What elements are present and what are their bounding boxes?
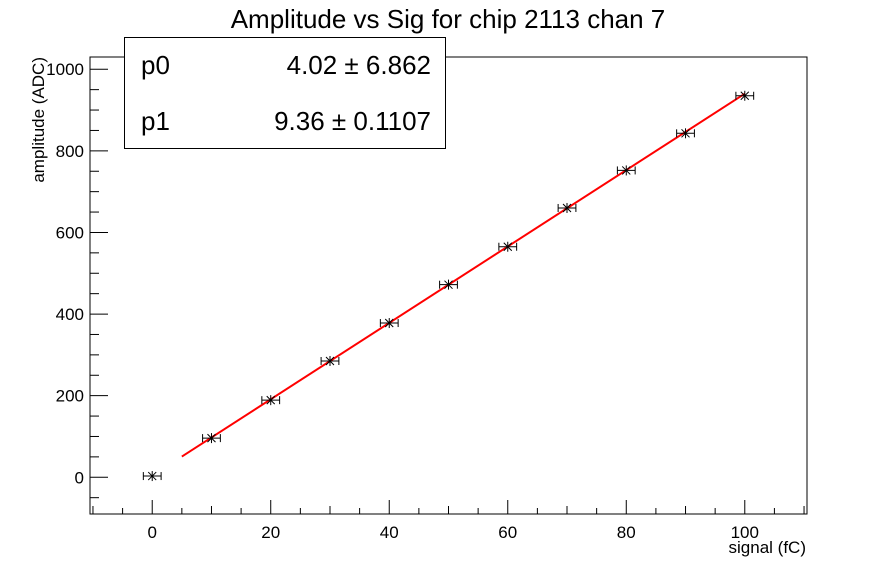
y-axis-label: amplitude (ADC) xyxy=(29,57,48,183)
data-point xyxy=(142,471,162,482)
data-point xyxy=(439,279,458,290)
x-axis-label: signal (fC) xyxy=(729,538,806,557)
y-tick-label: 400 xyxy=(56,305,84,324)
data-point xyxy=(379,318,399,329)
fit-stats-box: p0 4.02 ± 6.862 p1 9.36 ± 0.1107 xyxy=(124,37,446,149)
fit-layer xyxy=(181,92,746,458)
stat-value-p1: 9.36 ± 0.1107 xyxy=(274,106,431,136)
x-tick-label: 80 xyxy=(617,523,636,542)
stat-value-p0: 4.02 ± 6.862 xyxy=(286,50,431,80)
x-tick-label: 20 xyxy=(261,523,280,542)
data-point xyxy=(261,395,281,406)
stat-name-p1: p1 xyxy=(141,106,170,136)
data-point xyxy=(498,241,518,252)
x-tick-label: 100 xyxy=(731,523,759,542)
y-tick-label: 800 xyxy=(56,142,84,161)
stat-name-p0: p0 xyxy=(141,50,170,80)
stat-row-p1: p1 9.36 ± 0.1107 xyxy=(125,106,445,146)
y-tick-label: 0 xyxy=(75,468,84,487)
y-tick-label: 200 xyxy=(56,387,84,406)
x-tick-label: 40 xyxy=(380,523,399,542)
x-tick-label: 0 xyxy=(147,523,156,542)
data-point xyxy=(202,433,221,444)
data-point xyxy=(676,128,695,139)
y-tick-label: 1000 xyxy=(46,60,84,79)
x-tick-label: 60 xyxy=(498,523,517,542)
points-layer xyxy=(142,90,755,482)
data-point xyxy=(616,165,636,176)
y-tick-label: 600 xyxy=(56,223,84,242)
fit-line xyxy=(181,92,746,458)
data-point xyxy=(735,90,755,101)
chart-title: Amplitude vs Sig for chip 2113 chan 7 xyxy=(231,4,666,34)
data-point xyxy=(557,202,577,213)
stat-row-p0: p0 4.02 ± 6.862 xyxy=(125,50,445,90)
data-point xyxy=(320,355,340,366)
